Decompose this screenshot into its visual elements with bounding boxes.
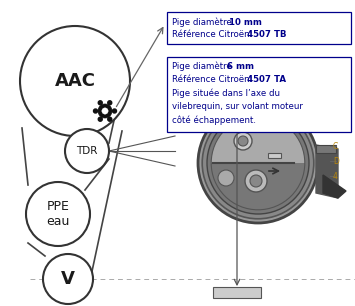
Text: Pige diamètre: Pige diamètre — [172, 17, 235, 27]
Circle shape — [98, 101, 102, 105]
Text: PPE
eau: PPE eau — [46, 200, 70, 228]
FancyBboxPatch shape — [316, 145, 336, 153]
Circle shape — [245, 170, 267, 192]
Text: Pige située dans l’axe du: Pige située dans l’axe du — [172, 88, 280, 98]
Circle shape — [93, 109, 98, 113]
Text: Pige diamètre: Pige diamètre — [172, 61, 235, 71]
Text: 4507 TA: 4507 TA — [247, 75, 286, 84]
Text: 6 mm: 6 mm — [227, 62, 254, 70]
Text: 4: 4 — [333, 171, 338, 181]
Circle shape — [102, 108, 108, 114]
Text: AAC: AAC — [55, 72, 95, 90]
Circle shape — [26, 182, 90, 246]
Wedge shape — [211, 116, 305, 163]
Circle shape — [202, 107, 314, 219]
Circle shape — [250, 175, 262, 187]
FancyBboxPatch shape — [167, 12, 351, 44]
Circle shape — [108, 101, 112, 105]
Text: Référence Citroën:: Référence Citroën: — [172, 29, 255, 39]
Circle shape — [198, 103, 318, 223]
Text: vilebrequin, sur volant moteur: vilebrequin, sur volant moteur — [172, 102, 303, 111]
Text: Référence Citroën:: Référence Citroën: — [172, 75, 255, 84]
Circle shape — [98, 104, 112, 118]
Text: 4507 TB: 4507 TB — [247, 29, 286, 39]
Text: côté échappement.: côté échappement. — [172, 115, 256, 125]
Text: 10 mm: 10 mm — [229, 17, 262, 27]
Polygon shape — [323, 175, 346, 198]
Text: D: D — [333, 156, 339, 166]
FancyBboxPatch shape — [167, 57, 351, 132]
Text: C: C — [333, 141, 338, 151]
Text: V: V — [61, 270, 75, 288]
Circle shape — [234, 132, 252, 150]
Circle shape — [20, 26, 130, 136]
Circle shape — [65, 129, 109, 173]
Text: TDR: TDR — [76, 146, 98, 156]
Polygon shape — [316, 145, 338, 198]
Circle shape — [43, 254, 93, 304]
Circle shape — [113, 109, 116, 113]
Circle shape — [207, 112, 309, 214]
FancyBboxPatch shape — [268, 153, 281, 158]
FancyBboxPatch shape — [213, 287, 261, 298]
Text: E: E — [195, 81, 200, 90]
Circle shape — [218, 170, 234, 186]
Circle shape — [98, 117, 102, 121]
Circle shape — [238, 136, 248, 146]
Circle shape — [108, 117, 112, 121]
